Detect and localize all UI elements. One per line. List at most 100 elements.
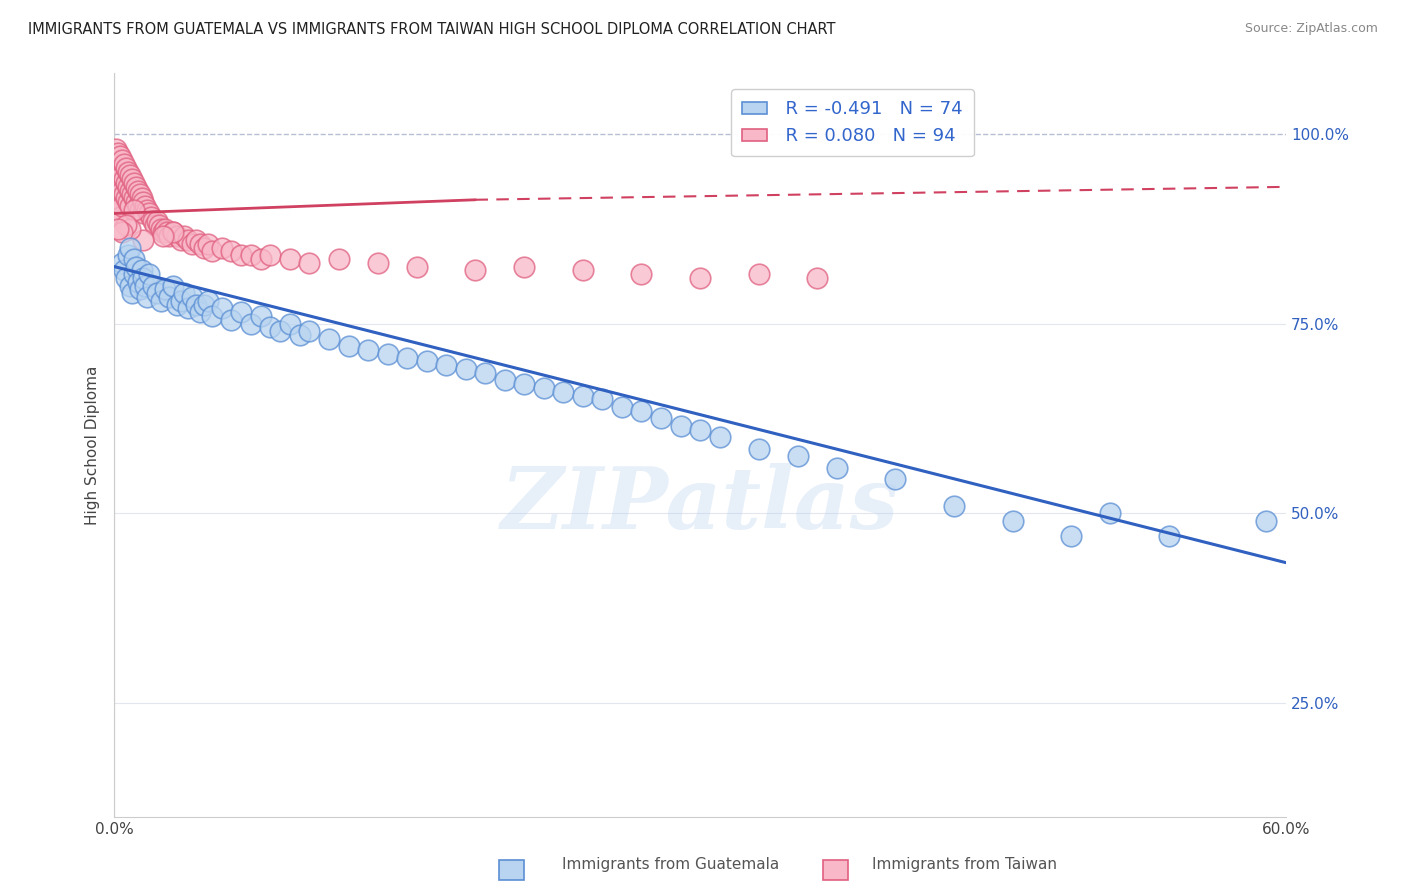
Point — [162, 278, 184, 293]
Point — [157, 229, 180, 244]
Point — [1099, 506, 1122, 520]
Point — [610, 400, 633, 414]
Point — [357, 343, 380, 357]
Point — [141, 211, 163, 225]
Point — [118, 221, 141, 235]
Point — [143, 218, 166, 232]
Point — [1060, 529, 1083, 543]
Point — [166, 229, 188, 244]
Point — [513, 260, 536, 274]
Point — [630, 267, 652, 281]
Point — [134, 199, 156, 213]
Point — [533, 381, 555, 395]
Point — [115, 218, 138, 232]
Point — [173, 286, 195, 301]
Point — [131, 263, 153, 277]
Point — [153, 221, 176, 235]
Point — [132, 271, 155, 285]
Point — [121, 172, 143, 186]
Point — [259, 320, 281, 334]
Point — [108, 211, 131, 225]
Point — [157, 290, 180, 304]
Point — [553, 384, 575, 399]
Point — [825, 460, 848, 475]
Point — [201, 309, 224, 323]
Point — [111, 199, 134, 213]
Point — [1157, 529, 1180, 543]
Point — [127, 199, 149, 213]
Point — [121, 187, 143, 202]
Point — [118, 184, 141, 198]
Point — [396, 351, 419, 365]
Point — [107, 191, 129, 205]
Point — [689, 423, 711, 437]
Point — [1001, 514, 1024, 528]
Point — [105, 172, 128, 186]
Legend:   R = -0.491   N = 74,   R = 0.080   N = 94: R = -0.491 N = 74, R = 0.080 N = 94 — [731, 89, 974, 156]
Point — [115, 161, 138, 175]
Point — [377, 347, 399, 361]
Point — [748, 267, 770, 281]
Point — [162, 226, 184, 240]
Point — [806, 271, 828, 285]
Point — [107, 221, 129, 235]
Y-axis label: High School Diploma: High School Diploma — [86, 366, 100, 524]
Point — [142, 214, 165, 228]
Point — [181, 236, 204, 251]
Point — [211, 301, 233, 316]
Point — [162, 226, 184, 240]
Point — [177, 301, 200, 316]
Text: Immigrants from Guatemala: Immigrants from Guatemala — [562, 857, 780, 872]
Point — [118, 241, 141, 255]
Point — [884, 472, 907, 486]
Point — [188, 236, 211, 251]
Point — [689, 271, 711, 285]
Point — [108, 179, 131, 194]
Point — [115, 176, 138, 190]
Point — [197, 293, 219, 308]
Point — [124, 260, 146, 274]
Point — [108, 149, 131, 163]
Point — [122, 176, 145, 190]
Point — [494, 374, 516, 388]
Point — [153, 282, 176, 296]
Point — [105, 142, 128, 156]
Point — [108, 164, 131, 178]
Point — [239, 248, 262, 262]
Point — [188, 305, 211, 319]
Point — [150, 221, 173, 235]
Point — [124, 195, 146, 210]
Point — [193, 297, 215, 311]
Point — [288, 327, 311, 342]
Point — [186, 233, 208, 247]
Text: Immigrants from Taiwan: Immigrants from Taiwan — [872, 857, 1057, 872]
Point — [111, 256, 134, 270]
Point — [328, 252, 350, 266]
Point — [169, 293, 191, 308]
Point — [186, 297, 208, 311]
Point — [122, 267, 145, 281]
Point — [134, 278, 156, 293]
Point — [112, 157, 135, 171]
Point — [112, 172, 135, 186]
Point — [132, 233, 155, 247]
Point — [454, 362, 477, 376]
Point — [112, 263, 135, 277]
Point — [650, 411, 672, 425]
Point — [152, 229, 174, 244]
Point — [464, 263, 486, 277]
Point — [148, 218, 170, 232]
Point — [181, 290, 204, 304]
Point — [197, 236, 219, 251]
Point — [127, 184, 149, 198]
Point — [367, 256, 389, 270]
Point — [132, 195, 155, 210]
Point — [136, 290, 159, 304]
Point — [128, 187, 150, 202]
Point — [115, 271, 138, 285]
Point — [131, 191, 153, 205]
Point — [128, 202, 150, 217]
Point — [117, 179, 139, 194]
Point — [231, 248, 253, 262]
Point — [117, 248, 139, 262]
